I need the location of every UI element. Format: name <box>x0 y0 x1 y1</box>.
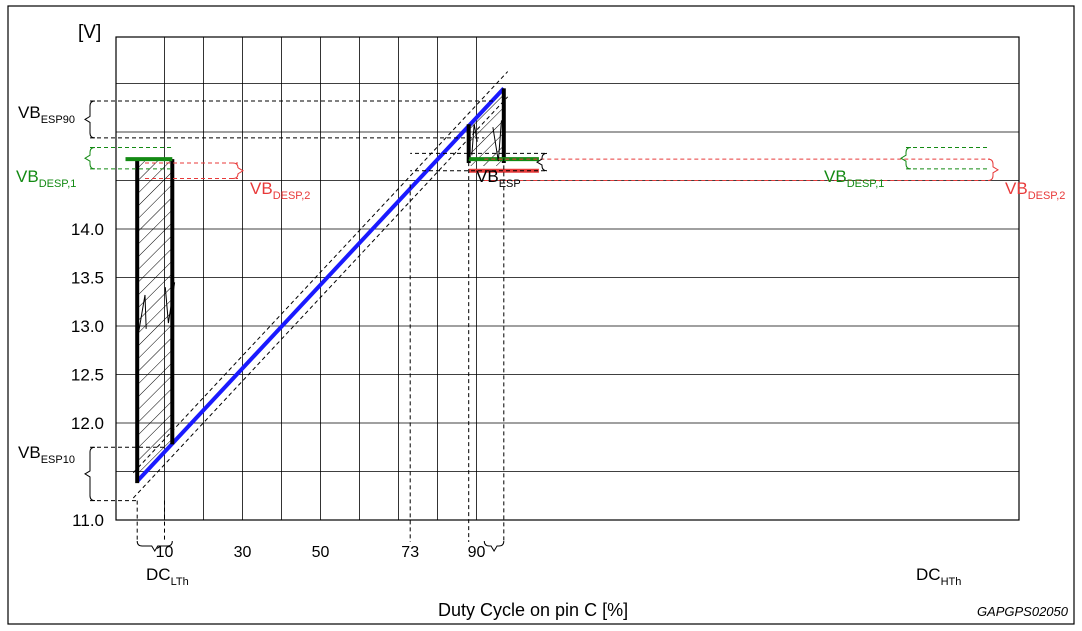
brace <box>987 158 999 181</box>
y-tick-label: 12.0 <box>71 414 104 433</box>
annotation-label: VBDESP,1 <box>824 167 884 190</box>
annotation-label: DCLTh <box>146 565 189 588</box>
arrow-mark <box>137 294 147 334</box>
plot-area <box>84 71 999 552</box>
grid <box>115 36 1020 521</box>
arrow-mark <box>492 120 502 162</box>
brace <box>84 100 96 139</box>
x-tick-label: 50 <box>312 544 330 561</box>
annotation-subscript: DESP,2 <box>1028 190 1066 202</box>
hysteresis-hatch-high <box>468 88 504 166</box>
annotation-base: DC <box>916 565 941 584</box>
series-line <box>135 86 506 483</box>
annotation-subscript: ESP10 <box>41 454 75 466</box>
y-tick-label: 14.0 <box>71 220 104 239</box>
brace <box>136 540 173 552</box>
y-tick-label: 13.0 <box>71 317 104 336</box>
annotation-subscript: LTh <box>171 576 189 588</box>
brace <box>232 162 244 180</box>
hysteresis-hatch-low <box>137 159 173 484</box>
annotation-label: VBDESP,1 <box>16 167 76 190</box>
labels: 11.012.012.513.013.514.010 30 50 73 90VBESP9… <box>16 103 1065 588</box>
annotation-base: VB <box>824 167 847 186</box>
annotation-subscript: DESP,2 <box>273 190 311 202</box>
arrow-mark <box>164 282 176 324</box>
x-axis-label: Duty Cycle on pin C [%] <box>438 600 628 620</box>
annotation-label: DCHTh <box>916 565 961 588</box>
annotation-subscript: DESP,1 <box>847 178 885 190</box>
annotation-base: VB <box>18 103 41 122</box>
x-tick-label: 73 <box>401 544 419 561</box>
annotation-label: VBESP <box>476 167 521 190</box>
annotation-base: DC <box>146 565 171 584</box>
y-axis-label: [V] <box>78 22 101 43</box>
figure-frame <box>7 5 1075 625</box>
annotation-label: VBESP10 <box>18 443 75 466</box>
y-tick-label: 13.5 <box>71 269 104 288</box>
y-tick-label: 12.5 <box>71 366 104 385</box>
x-tick-label: 90 <box>468 544 486 561</box>
annotation-base: VB <box>1005 179 1028 198</box>
annotation-base: VB <box>250 179 273 198</box>
brace <box>483 540 505 552</box>
plot-frame <box>115 36 1020 521</box>
annotation-base: VB <box>18 443 41 462</box>
annotation-subscript: HTh <box>941 576 962 588</box>
annotation-subscript: ESP <box>499 178 521 190</box>
brace <box>84 147 96 170</box>
brace <box>536 152 548 172</box>
annotation-subscript: DESP,1 <box>39 178 77 190</box>
arrow-mark <box>471 124 478 156</box>
x-tick-label: 10 <box>156 544 174 561</box>
x-tick-label: 30 <box>234 544 252 561</box>
tolerance-band-line <box>132 71 509 474</box>
annotation-label: VBESP90 <box>18 103 75 126</box>
annotation-label: VBDESP,2 <box>250 179 310 202</box>
annotation-label: VBDESP,2 <box>1005 179 1065 202</box>
annotation-subscript: ESP90 <box>41 114 75 126</box>
figure-code: GAPGPS02050 <box>977 604 1069 619</box>
brace <box>84 446 96 502</box>
annotation-base: VB <box>476 167 499 186</box>
tolerance-band-line <box>132 96 509 499</box>
brace <box>900 147 912 170</box>
annotation-base: VB <box>16 167 39 186</box>
y-tick-label: 11.0 <box>72 511 104 530</box>
